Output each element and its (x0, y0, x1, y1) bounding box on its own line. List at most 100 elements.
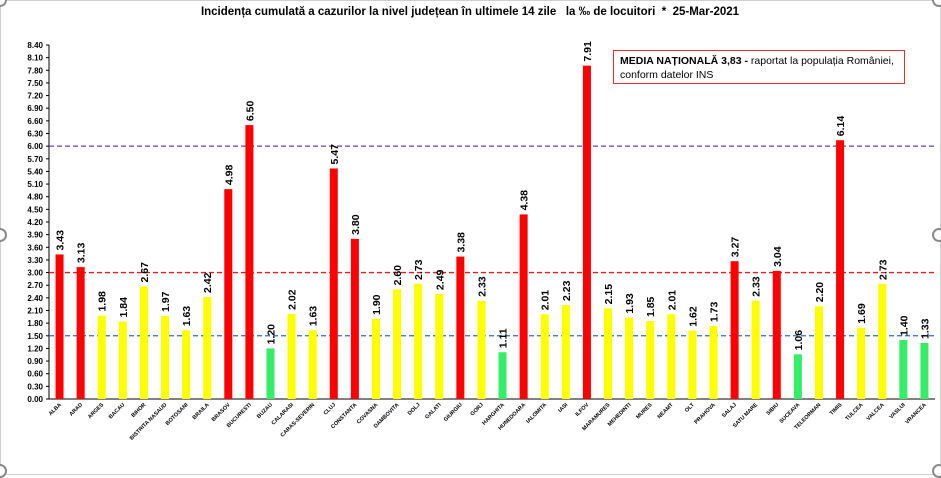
bar (793, 354, 802, 399)
data-label: 7.91 (582, 41, 594, 62)
bar (920, 342, 929, 399)
y-tick-label: 8.40 (27, 41, 43, 50)
data-label: 2.33 (751, 276, 763, 297)
y-tick-label: 3.60 (27, 243, 43, 252)
category-label: IASI (557, 402, 569, 414)
y-tick-label: 3.90 (27, 231, 43, 240)
category-label: TIMIS (829, 402, 844, 417)
bar (688, 330, 697, 399)
y-tick-label: 4.20 (27, 218, 43, 227)
bar (857, 327, 866, 399)
data-label: 2.67 (139, 262, 151, 283)
data-label: 3.04 (772, 246, 784, 267)
data-label: 2.23 (561, 280, 573, 301)
y-tick-label: 1.80 (27, 319, 43, 328)
bar (139, 286, 148, 399)
bar (730, 261, 739, 399)
bar (371, 318, 380, 399)
category-label: GORJ (470, 402, 485, 417)
bar (561, 305, 570, 399)
category-label: BUZAU (256, 402, 274, 420)
category-label: IALOMITA (525, 402, 548, 425)
y-tick-label: 5.70 (27, 155, 43, 164)
y-tick-label: 6.00 (27, 142, 43, 151)
data-label: 1.84 (118, 297, 130, 318)
category-label: BISTRITA NASAUD (129, 402, 168, 441)
bar (182, 330, 191, 399)
national-average-note: MEDIA NAȚIONALĂ 3,83 - raportat la popul… (613, 50, 905, 84)
y-tick-label: 1.50 (27, 332, 43, 341)
data-label: 2.01 (540, 290, 552, 311)
data-label: 4.38 (519, 190, 531, 211)
category-label: BOTOSANI (165, 402, 190, 427)
data-label: 1.20 (266, 324, 278, 345)
data-label: 1.69 (856, 303, 868, 324)
data-label: 2.01 (666, 290, 678, 311)
data-label: 2.15 (603, 284, 615, 305)
category-label: ARGES (87, 402, 105, 420)
resize-handle-top-left[interactable] (0, 0, 7, 7)
bar (76, 267, 85, 399)
bar (350, 238, 359, 399)
bar (308, 330, 317, 399)
bar (477, 300, 486, 399)
bar (245, 125, 254, 400)
y-tick-label: 8.10 (27, 54, 43, 63)
bar (540, 314, 549, 399)
data-label: 2.73 (877, 259, 889, 280)
y-tick-label: 7.80 (27, 66, 43, 75)
category-label: CLUJ (323, 402, 337, 416)
resize-handle-right[interactable] (932, 228, 941, 242)
bar (224, 189, 233, 399)
data-label: 3.27 (730, 237, 742, 258)
data-label: 1.73 (709, 301, 721, 322)
category-label: GIURGIU (443, 402, 464, 423)
bar (287, 313, 296, 399)
data-label: 1.62 (687, 306, 699, 327)
y-tick-label: 2.40 (27, 294, 43, 303)
y-tick-label: 5.10 (27, 180, 43, 189)
resize-handle-top-right[interactable] (932, 0, 941, 7)
category-label: MURES (635, 402, 654, 421)
data-label: 1.63 (181, 306, 193, 327)
category-label: VASLUI (889, 402, 908, 421)
y-tick-label: 1.20 (27, 344, 43, 353)
bar (814, 306, 823, 399)
bar (899, 340, 908, 399)
category-label: BRASOV (211, 402, 232, 423)
resize-handle-left[interactable] (0, 228, 7, 242)
y-tick-label: 6.90 (27, 104, 43, 113)
national-average-label: MEDIA NAȚIONALĂ 3,83 - (620, 55, 748, 67)
data-label: 3.43 (55, 230, 67, 251)
category-label: GALATI (424, 402, 443, 421)
y-tick-label: 0.90 (27, 357, 43, 366)
data-label: 1.33 (919, 318, 931, 339)
bar (646, 321, 655, 399)
bar (118, 321, 127, 399)
y-tick-label: 2.70 (27, 281, 43, 290)
bar (266, 348, 275, 399)
bar (519, 214, 528, 399)
y-tick-label: 3.00 (27, 269, 43, 278)
category-label: BRAILA (192, 402, 211, 421)
y-tick-label: 2.10 (27, 307, 43, 316)
bar (414, 283, 423, 399)
data-label: 3.80 (350, 214, 362, 235)
national-average-text: raportat la populația României, conform … (620, 55, 894, 81)
category-label: DOLJ (407, 402, 422, 417)
category-label: BIHOR (131, 402, 148, 419)
y-tick-label: 5.40 (27, 167, 43, 176)
category-label: NEAMT (657, 402, 676, 421)
data-label: 6.14 (835, 116, 847, 137)
category-label: VALCEA (866, 402, 886, 422)
bar (751, 300, 760, 399)
data-label: 1.11 (498, 328, 510, 348)
category-label: MEHEDINTI (607, 402, 633, 428)
category-label: ALBA (48, 402, 63, 417)
bar (878, 283, 887, 399)
bar (772, 270, 781, 399)
data-label: 3.13 (76, 242, 88, 263)
data-label: 2.60 (392, 265, 404, 286)
data-label: 1.98 (97, 291, 109, 312)
